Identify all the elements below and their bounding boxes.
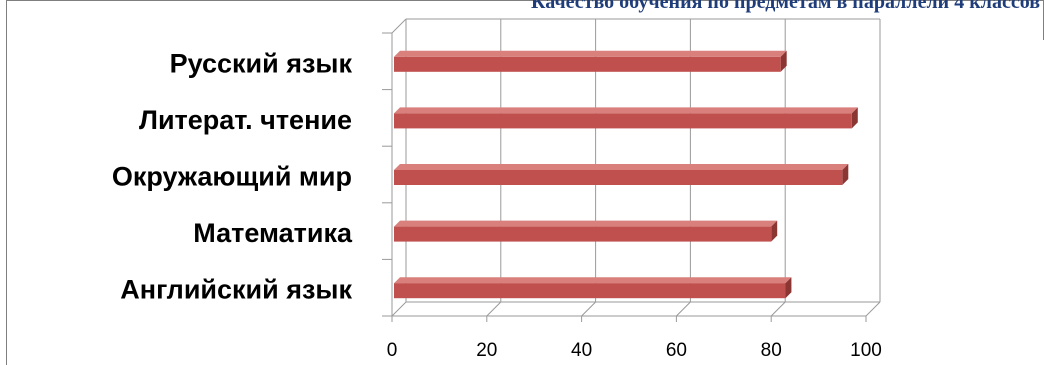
bar [394, 283, 786, 299]
bar-top-face [394, 107, 858, 114]
bar-side-face [851, 107, 858, 129]
bar [394, 113, 852, 129]
category-label: Математика [193, 218, 353, 248]
bar-top-face [394, 164, 849, 170]
floor-gridline [581, 301, 596, 317]
category-label: Литерат. чтение [139, 105, 352, 135]
floor-gridline [486, 301, 502, 317]
floor-gridline [770, 301, 786, 317]
x-tick-label: 20 [476, 340, 497, 361]
bar-top-face [394, 50, 787, 57]
floor-gridline [391, 301, 407, 317]
floor-gridline [865, 301, 881, 317]
bar-top-face [394, 277, 792, 284]
bars-layer [394, 50, 858, 299]
bar [394, 56, 781, 72]
frame-top-border [6, 0, 1044, 1]
frame-left-border [6, 0, 7, 365]
floor-gridline [676, 301, 691, 317]
bar-top-face [394, 220, 778, 227]
chart-title: Качество обучения по предметам в паралле… [530, 0, 1040, 13]
x-tick-label: 80 [761, 340, 782, 361]
bar-side-face [785, 277, 792, 299]
category-label: Окружающий мир [112, 162, 352, 192]
bar-side-face [842, 164, 849, 185]
x-tick-label: 0 [387, 340, 398, 361]
bar [394, 226, 772, 242]
x-tick-label: 40 [571, 340, 592, 361]
left-wall-top-edge [391, 18, 407, 34]
category-label: Английский язык [120, 275, 352, 305]
category-label: Русский язык [170, 48, 353, 78]
bar-side-face [780, 50, 787, 72]
labels-layer: Русский язык Литерат. чтение Окружающий ми… [112, 48, 882, 361]
bar [394, 170, 843, 185]
bar-side-face [771, 220, 778, 242]
x-tick-label: 100 [850, 340, 882, 361]
x-tick-label: 60 [666, 340, 687, 361]
